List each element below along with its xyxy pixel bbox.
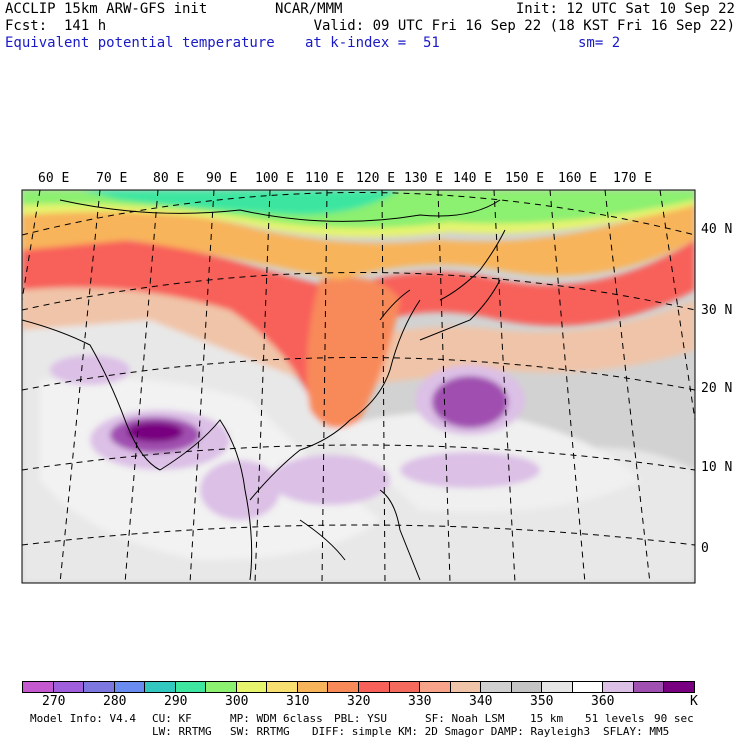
lon-label-130e: 130 E: [404, 171, 444, 186]
colorbar-unit: K: [690, 694, 698, 709]
lat-label-30n: 30 N: [701, 303, 733, 318]
sw-scheme: SW: RRTMG: [230, 725, 290, 738]
colorbar-tick-350: 350: [530, 694, 554, 709]
graticule: [22, 190, 695, 583]
colorbar-cell: [236, 682, 268, 692]
map-field: [22, 190, 695, 583]
lon-label-80e: 80 E: [153, 171, 185, 186]
colorbar-cell: [389, 682, 421, 692]
timestep: 90 sec: [654, 712, 694, 725]
pbl-scheme: PBL: YSU: [334, 712, 387, 725]
lon-label-60e: 60 E: [38, 171, 70, 186]
colorbar-cell: [267, 682, 298, 692]
colorbar-cell: [84, 682, 115, 692]
colorbar-cell: [572, 682, 604, 692]
colorbar-cell: [297, 682, 329, 692]
colorbar-cell: [450, 682, 482, 692]
colorbar-cell: [420, 682, 451, 692]
colorbar-cell: [145, 682, 176, 692]
lon-label-160e: 160 E: [558, 171, 598, 186]
lon-label-70e: 70 E: [96, 171, 128, 186]
colorbar-cell: [481, 682, 512, 692]
lon-label-90e: 90 E: [206, 171, 238, 186]
model-info: Model Info: V4.4: [30, 712, 136, 725]
model-title: ACCLIP 15km ARW-GFS init: [5, 1, 208, 17]
organization-label: NCAR/MMM: [275, 1, 343, 17]
colorbar-tick-300: 300: [225, 694, 249, 709]
colorbar-cell: [175, 682, 207, 692]
colorbar-cell: [633, 682, 665, 692]
forecast-hour: Fcst: 141 h: [5, 18, 107, 34]
colorbar-tick-290: 290: [164, 694, 188, 709]
colorbar-cell: [664, 682, 695, 692]
lw-scheme: LW: RRTMG: [152, 725, 212, 738]
lat-label-10n: 10 N: [701, 460, 733, 475]
colorbar-cell: [542, 682, 573, 692]
resolution: 15 km: [530, 712, 564, 725]
sflay-scheme: SFLAY: MM5: [603, 725, 670, 738]
colorbar-cell: [114, 682, 146, 692]
smoothing-label: sm= 2: [578, 35, 621, 51]
lat-label-40n: 40 N: [701, 222, 733, 237]
map-frame: [21, 189, 696, 584]
colorbar-tick-360: 360: [591, 694, 615, 709]
mp-scheme: MP: WDM 6class: [230, 712, 323, 725]
colorbar-cell: [328, 682, 360, 692]
colorbar-tick-310: 310: [286, 694, 310, 709]
lon-label-150e: 150 E: [505, 171, 545, 186]
lon-label-100e: 100 E: [255, 171, 295, 186]
colorbar-cell: [23, 682, 54, 692]
colorbar-cell: [511, 682, 543, 692]
k-index-label: at k-index = 51: [305, 35, 440, 51]
diff-scheme: DIFF: simple KM: 2D Smagor DAMP: Rayleig…: [312, 725, 591, 738]
colorbar-tick-320: 320: [347, 694, 371, 709]
levels: 51 levels: [585, 712, 645, 725]
colorbar-cell: [603, 682, 634, 692]
cu-scheme: CU: KF: [152, 712, 192, 725]
colorbar-tick-330: 330: [408, 694, 432, 709]
lat-label-20n: 20 N: [701, 381, 733, 396]
init-time: Init: 12 UTC Sat 10 Sep 22: [515, 1, 735, 17]
colorbar: [22, 681, 695, 693]
colorbar-cell: [206, 682, 237, 692]
variable-name: Equivalent potential temperature: [5, 35, 275, 51]
colorbar-cell: [359, 682, 390, 692]
colorbar-tick-270: 270: [42, 694, 66, 709]
lon-label-170e: 170 E: [613, 171, 653, 186]
valid-time: Valid: 09 UTC Fri 16 Sep 22 (18 KST Fri …: [313, 18, 735, 34]
colorbar-cell: [53, 682, 85, 692]
colorbar-tick-340: 340: [469, 694, 493, 709]
lon-label-120e: 120 E: [356, 171, 396, 186]
colorbar-tick-280: 280: [103, 694, 127, 709]
lon-label-140e: 140 E: [453, 171, 493, 186]
sf-scheme: SF: Noah LSM: [425, 712, 505, 725]
lon-label-110e: 110 E: [305, 171, 345, 186]
lat-label-0: 0: [701, 541, 709, 556]
coastlines: [22, 199, 506, 581]
